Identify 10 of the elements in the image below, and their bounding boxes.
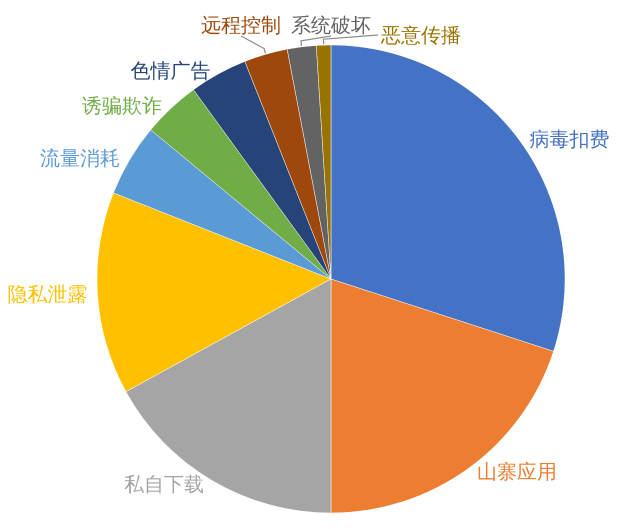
slice-label: 色情广告 [130,58,210,82]
slice-label: 私自下载 [124,472,204,496]
slice-label: 隐私泄露 [7,282,88,306]
slice-label: 病毒扣费 [530,127,610,152]
slice-label: 山寨应用 [476,460,557,484]
slice-label: 远程控制 [201,13,281,37]
slice-label: 诱骗欺诈 [82,94,162,118]
slice-label: 流量消耗 [40,146,120,170]
slice-label: 系统破坏 [291,13,371,37]
slice-label: 恶意传播 [380,23,461,47]
